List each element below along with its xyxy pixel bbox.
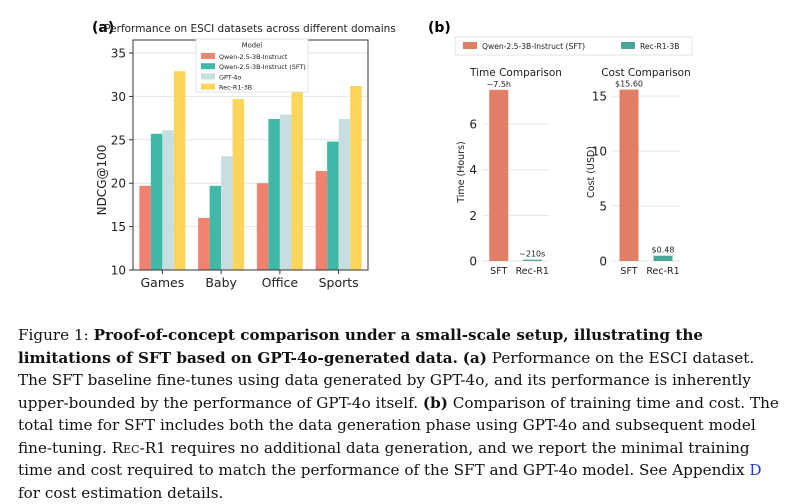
chart-a-legend-swatch [201, 53, 215, 59]
chart-b-bar [489, 89, 509, 261]
chart-b-legend-label: Rec-R1-3B [640, 42, 679, 51]
chart-a-bar [150, 133, 163, 270]
caption-after-rec: requires no additional data generation, … [18, 438, 750, 480]
chart-b-ytick-label: 5 [599, 200, 607, 214]
chart-a-legend-label: GPT-4o [219, 73, 241, 81]
chart-b-ytick-label: 6 [469, 118, 477, 132]
figure-area: (a) Performance on ESCI datasets across … [92, 20, 693, 290]
chart-b-cost-ylabel: Cost (USD) [586, 146, 597, 198]
chart-b-legend-label: Qwen-2.5-3B-Instruct (SFT) [482, 42, 585, 51]
chart-b-bar [653, 255, 673, 261]
chart-a-ytick-label: 20 [111, 177, 126, 191]
chart-a-ytick-label: 30 [111, 90, 126, 104]
chart-b-time-title: Time Comparison [469, 67, 562, 79]
chart-b-xtick-label: Rec-R1 [516, 266, 549, 277]
chart-b-data-label: $15.60 [615, 80, 643, 89]
chart-b-legend-swatch [463, 42, 477, 49]
chart-b-xtick-label: SFT [620, 266, 637, 277]
caption-appendix-link[interactable]: D [749, 461, 762, 479]
chart-a-bar [232, 99, 245, 271]
chart-a-ytick-label: 25 [111, 133, 126, 147]
chart-a-xtick-label: Baby [205, 275, 237, 290]
chart-b-cost-x-ticks: SFT Rec-R1 [620, 266, 679, 277]
caption-ending: for cost estimation details. [18, 483, 224, 502]
chart-b-xtick-label: Rec-R1 [646, 266, 679, 277]
panel-a-label: (a) [92, 20, 114, 36]
chart-a-xtick-label: Games [141, 275, 185, 290]
chart-b-bar [619, 89, 639, 261]
chart-a-ylabel: NDCG@100 [95, 145, 109, 216]
chart-a-bar [139, 185, 151, 270]
chart-b-cost-title: Cost Comparison [601, 67, 691, 79]
figure-caption: Figure 1: Proof-of-concept comparison un… [18, 324, 786, 504]
chart-b-time-ylabel: Time (Hours) [456, 141, 467, 204]
chart-a-legend-swatch [201, 63, 215, 70]
chart-b-legend-swatch [621, 42, 635, 49]
chart-a-bar [315, 171, 328, 270]
caption-part-b-label: (b) [422, 393, 448, 412]
figure-svg: (a) Performance on ESCI datasets across … [92, 20, 693, 290]
caption-part-b-text: Comparison of training time and cost. Th… [18, 393, 779, 457]
chart-a-bar [338, 118, 351, 270]
chart-a-bar [162, 130, 174, 270]
chart-a-bar [209, 185, 222, 270]
chart-a-legend: Model Qwen-2.5-3B-InstructQwen-2.5-3B-In… [195, 38, 309, 93]
chart-b-legend-box [454, 36, 693, 56]
chart-a-xtick-label: Sports [319, 275, 359, 290]
chart-a-bar [221, 156, 233, 270]
chart-b-data-label: ~210s [519, 250, 545, 259]
chart-b-time-y-ticks: 0 2 4 6 [469, 118, 477, 269]
chart-b-cost-data-labels: $15.60 $0.48 [615, 80, 674, 255]
chart-a-legend-swatch [201, 83, 215, 90]
chart-a-bar [198, 217, 210, 270]
caption-bold-title: Proof-of-concept comparison under a smal… [18, 326, 704, 367]
chart-a-bar [291, 52, 303, 271]
chart-b-ytick-label: 4 [469, 163, 477, 177]
chart-b-cost-bars [619, 89, 673, 261]
panel-b-label: (b) [428, 20, 451, 36]
chart-a-legend-title: Model [242, 42, 263, 50]
chart-b-cost-y-ticks: 0 5 10 15 [592, 90, 607, 269]
caption-part-a-label: (a) [462, 348, 487, 367]
chart-a-bar [268, 118, 280, 270]
caption-part-a-text: Performance on the ESCI dataset. The SFT… [18, 348, 755, 412]
chart-a-xtick-label: Office [262, 275, 299, 290]
chart-b-data-label: $0.48 [652, 246, 675, 255]
chart-a-ytick-label: 15 [111, 220, 126, 234]
chart-b-legend-items: Qwen-2.5-3B-Instruct (SFT) Rec-R1-3B [463, 42, 679, 51]
chart-b-ytick-label: 15 [592, 90, 607, 104]
chart-a-legend-label: Qwen-2.5-3B-Instruct (SFT) [219, 63, 306, 71]
chart-a-title: Performance on ESCI datasets across diff… [104, 23, 396, 35]
caption-fig-label: Figure 1: [18, 326, 89, 344]
chart-b-time-x-ticks: SFT Rec-R1 [490, 266, 549, 277]
chart-a-bars [139, 52, 362, 271]
chart-a-legend-label: Rec-R1-3B [219, 84, 252, 92]
chart-b-ytick-label: 0 [469, 255, 477, 269]
chart-a-bar [279, 114, 292, 270]
chart-a-ytick-label: 35 [111, 47, 126, 61]
chart-a-legend-swatch [201, 73, 215, 80]
chart-b-xtick-label: SFT [490, 266, 507, 277]
chart-a-y-ticks: 10 15 20 25 30 35 [111, 47, 133, 278]
chart-a-bar [173, 71, 186, 270]
chart-b-bar [522, 259, 542, 261]
chart-a-x-ticks: Games Baby Office Sports [141, 270, 359, 290]
chart-b-time-data-labels: ~7.5h ~210s [487, 80, 546, 259]
chart-a-bar [327, 141, 339, 270]
chart-a-ytick-label: 10 [111, 264, 126, 278]
chart-b-time-bars [489, 89, 542, 261]
chart-a-bar [256, 183, 269, 270]
chart-b-ytick-label: 2 [469, 209, 477, 223]
chart-b-data-label: ~7.5h [487, 80, 512, 89]
chart-b-ytick-label: 0 [599, 255, 607, 269]
chart-b-ytick-label: 10 [592, 145, 607, 159]
caption-rec-name: Rec-R1 [111, 438, 166, 457]
chart-a-bar [350, 86, 362, 270]
chart-a-legend-label: Qwen-2.5-3B-Instruct [219, 53, 288, 61]
chart-a-legend-items: Qwen-2.5-3B-Instruct Qwen-2.5-3B-Instruct… [201, 53, 306, 92]
